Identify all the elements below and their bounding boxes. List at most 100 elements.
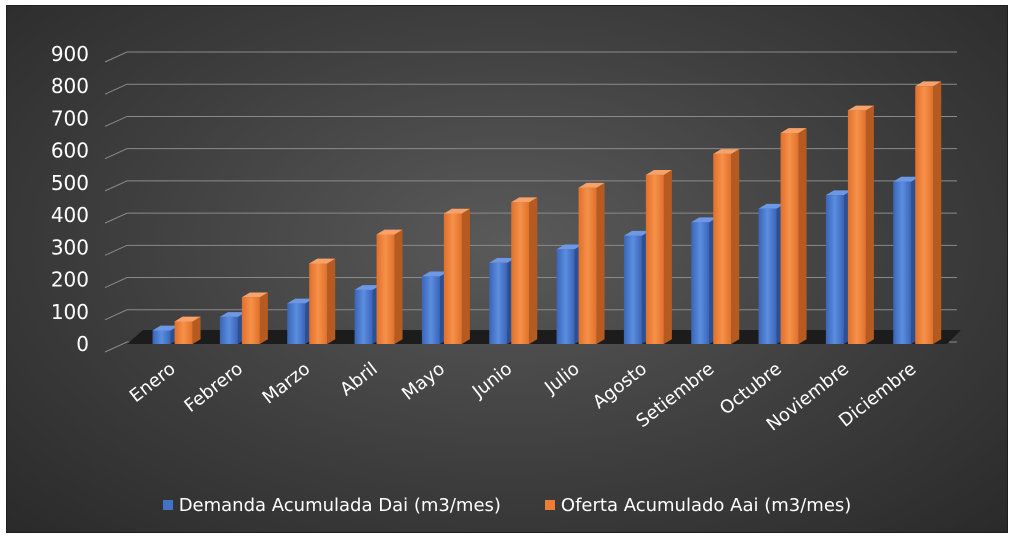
bar-front xyxy=(489,262,508,344)
bar-front xyxy=(443,213,462,344)
x-tick-label: Julio xyxy=(540,358,583,398)
bar-top xyxy=(489,258,516,263)
bar-front xyxy=(758,208,777,344)
bar-oferta-abril xyxy=(376,229,403,344)
x-tick-label: Agosto xyxy=(589,358,651,413)
bar-side xyxy=(461,208,470,344)
bar-top xyxy=(556,244,583,250)
bar-top xyxy=(645,170,672,175)
legend-label-demanda: Demanda Acumulada Dai (m3/mes) xyxy=(178,494,501,516)
chart-floor xyxy=(127,330,961,344)
x-tick-label: Abril xyxy=(336,358,381,400)
legend-item-oferta: Oferta Acumulado Aai (m3/mes) xyxy=(544,494,852,516)
bar-front xyxy=(847,110,866,344)
bar-side xyxy=(394,229,403,344)
bars xyxy=(152,81,942,344)
bar-side xyxy=(663,170,672,344)
bar-top xyxy=(511,197,538,203)
legend-swatch-demanda xyxy=(162,500,173,510)
chart-frame: 0 100 200 300 400 500 600 700 800 900 Enero Febrer… xyxy=(6,5,1008,533)
bar-oferta-agosto xyxy=(645,170,672,344)
bar-top xyxy=(309,258,336,264)
bar-front xyxy=(645,174,664,344)
bar-front xyxy=(825,195,844,344)
bar-top xyxy=(354,285,381,290)
bar-side xyxy=(731,149,740,344)
gridline-500 xyxy=(104,180,957,192)
bar-side xyxy=(865,105,874,344)
bar-side xyxy=(798,128,807,344)
bar-front xyxy=(421,276,440,344)
bar-top xyxy=(623,230,650,236)
x-tick-label: Febrero xyxy=(180,358,246,416)
y-tick-label: 900 xyxy=(51,42,89,66)
bar-front xyxy=(354,289,373,344)
bar-front xyxy=(376,234,395,344)
floor-plane xyxy=(127,330,961,344)
x-axis-ticks: Enero Febrero Marzo Abril Mayo Junio Julio Agos… xyxy=(126,358,920,435)
bar-oferta-junio xyxy=(511,197,538,344)
y-tick-label: 500 xyxy=(51,171,89,195)
bar-top xyxy=(421,271,448,277)
bar-top xyxy=(578,182,605,188)
bar-front xyxy=(287,303,306,344)
bar-top xyxy=(287,298,314,304)
x-tick-label: Enero xyxy=(126,358,180,406)
bar-top xyxy=(713,149,740,154)
bar-top xyxy=(691,217,718,223)
gridlines xyxy=(104,51,957,353)
bar-front xyxy=(511,202,530,344)
bar-side xyxy=(933,81,942,344)
bar-front xyxy=(893,181,912,344)
bar-top xyxy=(780,128,807,133)
bar-top xyxy=(443,208,470,214)
gridline-200 xyxy=(104,277,957,289)
bar-front xyxy=(241,297,260,344)
bar-oferta-octubre xyxy=(780,128,807,344)
bar-top xyxy=(847,105,874,111)
bar-side xyxy=(596,182,605,344)
bar-oferta-noviembre xyxy=(847,105,874,344)
bar-top xyxy=(241,292,268,298)
bar-side xyxy=(259,292,268,344)
bar-front xyxy=(174,321,193,344)
bar-front xyxy=(691,222,710,344)
bar-top xyxy=(219,312,246,317)
legend-item-demanda: Demanda Acumulada Dai (m3/mes) xyxy=(162,494,501,516)
x-tick-label: Junio xyxy=(468,358,517,402)
legend-label-oferta: Oferta Acumulado Aai (m3/mes) xyxy=(560,494,852,516)
legend-swatch-oferta xyxy=(544,500,555,510)
bar-side xyxy=(192,316,201,344)
bar-front xyxy=(780,132,799,344)
bar-front xyxy=(623,235,642,344)
bar-front xyxy=(219,316,238,344)
bar-top xyxy=(893,176,920,182)
y-tick-label: 200 xyxy=(51,268,89,292)
bar-oferta-mayo xyxy=(443,208,470,344)
x-tick-label: Marzo xyxy=(258,358,314,408)
gridline-700 xyxy=(104,115,957,127)
bar-front xyxy=(578,187,597,344)
x-tick-label: Mayo xyxy=(398,358,449,404)
y-tick-label: 800 xyxy=(51,74,89,98)
bar-side xyxy=(327,258,336,344)
bar-front xyxy=(309,263,328,344)
y-tick-label: 400 xyxy=(51,203,89,227)
bar-front xyxy=(915,86,934,344)
bar-front xyxy=(556,249,575,344)
bar-top xyxy=(174,316,201,322)
y-axis-ticks: 0 100 200 300 400 500 600 700 800 900 xyxy=(51,42,89,356)
bar-top xyxy=(758,203,785,209)
y-tick-label: 0 xyxy=(76,332,89,356)
bar-side xyxy=(529,197,538,344)
bar-oferta-diciembre xyxy=(915,81,942,344)
bar-top xyxy=(825,190,852,196)
legend: Demanda Acumulada Dai (m3/mes) Oferta Ac… xyxy=(7,490,1007,520)
y-tick-label: 600 xyxy=(51,139,89,163)
gridline-600 xyxy=(104,148,957,160)
gridline-400 xyxy=(104,212,957,224)
bar-front xyxy=(152,330,171,344)
bar-top xyxy=(152,325,179,331)
bar-oferta-setiembre xyxy=(713,149,740,344)
gridline-800 xyxy=(104,83,957,95)
